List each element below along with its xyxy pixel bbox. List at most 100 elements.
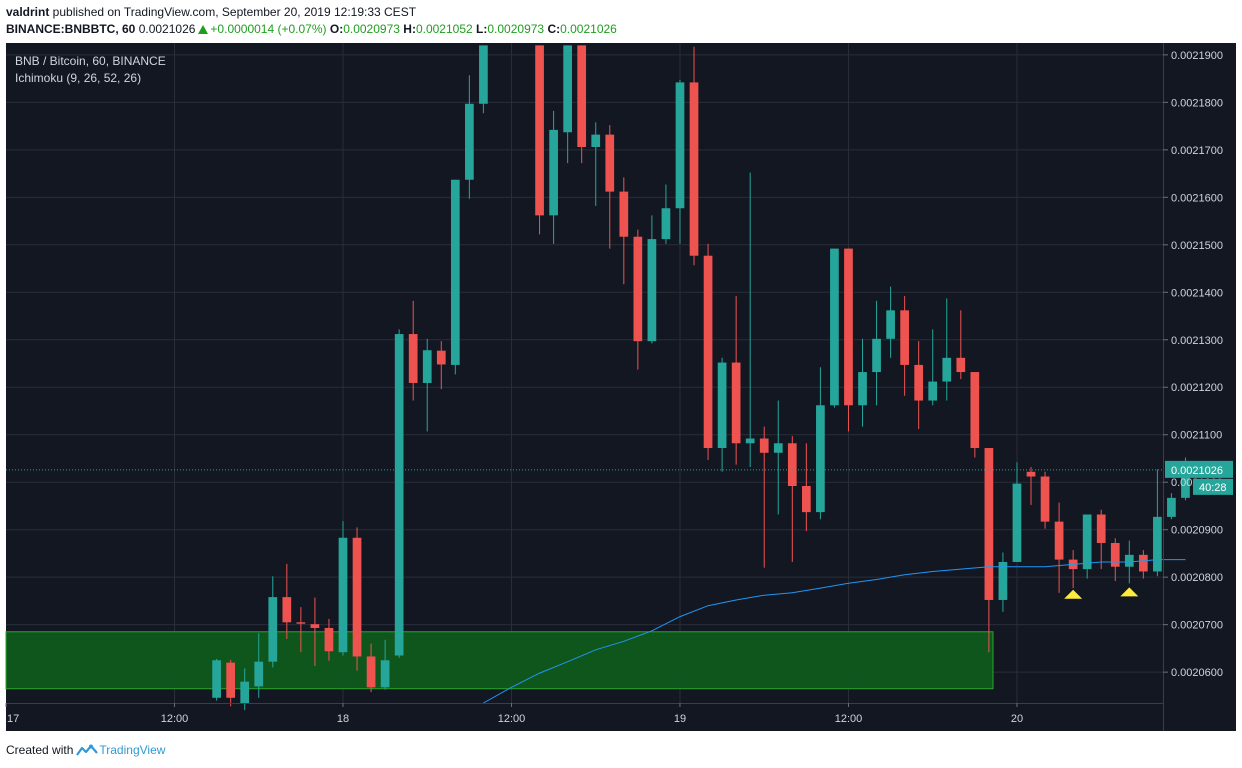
x-tick-label: 12:00 [161,713,189,725]
tradingview-brand[interactable]: TradingView [99,743,166,757]
candlestick-chart[interactable]: 0.0020600 0.0020700 0.0020800 0.0020900 0.00… [0,0,1242,740]
last-price-tag-label: 0.0021026 [1171,465,1223,477]
candle-body [422,350,432,383]
candle [465,75,474,199]
candle-body [731,362,741,444]
symbol-interval: BINANCE:BNBBTC, 60 [6,22,136,36]
candle-body [240,681,250,703]
candle [816,367,825,520]
candle-body [661,208,671,240]
time-axis[interactable]: 17 12:00 18 12:00 19 12:00 20 [5,703,1023,725]
candle-body [338,537,348,653]
candle-body [675,82,685,209]
candle [1012,462,1022,562]
candle-body [605,134,615,192]
candle-body [914,364,924,401]
open-value: 0.0020973 [343,22,400,36]
candle [380,639,390,690]
open-label: O: [329,22,344,36]
candle-body [619,191,629,237]
candle [1040,471,1050,529]
y-tick-label: 0.0020600 [1171,667,1223,679]
x-tick-label: 19 [674,713,686,725]
x-tick-label: 17 [7,713,19,725]
candle [942,298,952,401]
candle-body [1167,497,1176,517]
candle [773,400,783,515]
chart-area[interactable]: 0.0020600 0.0020700 0.0020800 0.0020900 0.00… [0,0,1242,740]
candle [1167,493,1176,520]
candle-body [465,103,474,180]
candle [984,448,994,653]
author-name[interactable]: valdrint [6,5,50,19]
created-with-text: Created with [6,743,74,757]
ma-line [483,559,1186,704]
last-price-text: 0.0021026 [138,22,196,36]
candle [394,329,404,658]
triangle-marker [1064,589,1083,599]
candle-body [689,82,699,256]
candle-body [886,310,895,339]
candle-body [1153,516,1162,572]
high-value: 0.0021052 [415,22,473,36]
candles [212,45,1190,711]
candle-body [970,372,980,449]
countdown-label: 40:28 [1199,482,1227,494]
candle-body [787,443,797,487]
close-value: 0.0021026 [560,22,617,36]
candle [675,80,685,244]
candle [1153,469,1162,577]
y-tick-label: 0.0020900 [1171,525,1223,537]
y-tick-label: 0.0021100 [1171,430,1222,442]
price-tags: 0.0021026 40:28 [1165,460,1233,495]
candle-body [928,381,938,401]
candle-body [212,660,221,698]
grid-lines [6,43,1163,703]
change-text: +0.0000014 (+0.07%) [210,22,327,36]
candle-body [1096,514,1106,543]
plot-area [6,43,1163,703]
candle [844,248,853,432]
candle [577,45,587,164]
candle [717,357,727,472]
x-tick-label: 20 [1011,713,1023,725]
candle-body [1040,476,1050,522]
candle-body [394,334,404,656]
candle [1054,502,1064,593]
y-tick-label: 0.0021700 [1171,145,1223,157]
candle [703,243,713,460]
candle [886,286,895,358]
footer: Created with TradingView [6,743,165,757]
candle [268,576,278,668]
high-label: H: [403,22,416,36]
candle [226,659,236,707]
candle [745,172,755,468]
indicator-legend[interactable]: Ichimoku (9, 26, 52, 26) [15,71,142,85]
candle [956,310,966,380]
candle-body [282,597,292,623]
candle-body [942,357,952,382]
candle-body [1138,554,1148,572]
candle-body [254,661,264,687]
publish-line: valdrint published on TradingView.com, S… [6,5,416,19]
countdown-tag [1193,478,1233,495]
candle-body [759,438,769,453]
candle-body [296,622,306,624]
pair-legend[interactable]: BNB / Bitcoin, 60, BINANCE [15,54,166,68]
y-tick-label: 0.0021300 [1171,335,1223,347]
candle-body [647,239,657,342]
candle-body [1082,514,1092,570]
candle-body [717,362,727,449]
close-label: C: [547,22,561,36]
candle [254,633,264,698]
candle-body [773,443,783,453]
candle [619,177,629,285]
candle-body [858,372,867,406]
candle [647,215,657,344]
candle-body [535,45,544,216]
candle-body [324,627,334,652]
candle-body [633,236,643,342]
price-axis[interactable]: 0.0020600 0.0020700 0.0020800 0.0020900 0.00… [1163,50,1223,679]
candle [352,527,362,671]
candle-body [479,45,488,104]
